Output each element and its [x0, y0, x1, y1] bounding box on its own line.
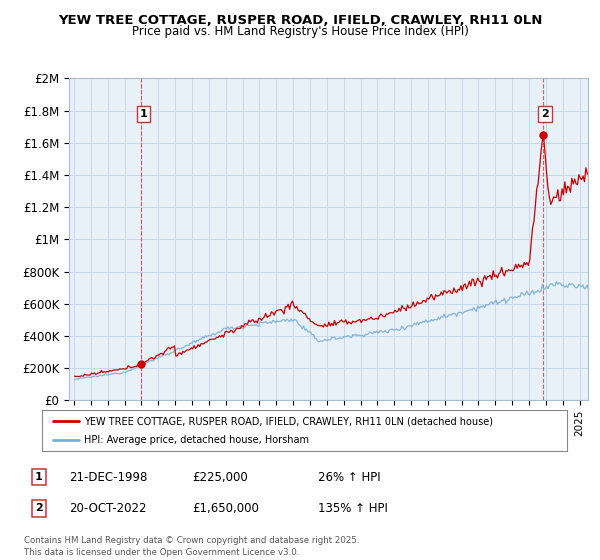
- Text: Contains HM Land Registry data © Crown copyright and database right 2025.
This d: Contains HM Land Registry data © Crown c…: [24, 536, 359, 557]
- Text: 135% ↑ HPI: 135% ↑ HPI: [318, 502, 388, 515]
- Text: £225,000: £225,000: [192, 470, 248, 484]
- Text: 26% ↑ HPI: 26% ↑ HPI: [318, 470, 380, 484]
- Text: £1,650,000: £1,650,000: [192, 502, 259, 515]
- Text: 1: 1: [35, 472, 43, 482]
- Text: Price paid vs. HM Land Registry's House Price Index (HPI): Price paid vs. HM Land Registry's House …: [131, 25, 469, 38]
- Text: 2: 2: [35, 503, 43, 514]
- Text: 21-DEC-1998: 21-DEC-1998: [69, 470, 148, 484]
- Text: YEW TREE COTTAGE, RUSPER ROAD, IFIELD, CRAWLEY, RH11 0LN (detached house): YEW TREE COTTAGE, RUSPER ROAD, IFIELD, C…: [84, 417, 493, 426]
- Text: 20-OCT-2022: 20-OCT-2022: [69, 502, 146, 515]
- Text: 2: 2: [541, 109, 549, 119]
- Text: 1: 1: [140, 109, 148, 119]
- Text: HPI: Average price, detached house, Horsham: HPI: Average price, detached house, Hors…: [84, 435, 309, 445]
- Text: YEW TREE COTTAGE, RUSPER ROAD, IFIELD, CRAWLEY, RH11 0LN: YEW TREE COTTAGE, RUSPER ROAD, IFIELD, C…: [58, 14, 542, 27]
